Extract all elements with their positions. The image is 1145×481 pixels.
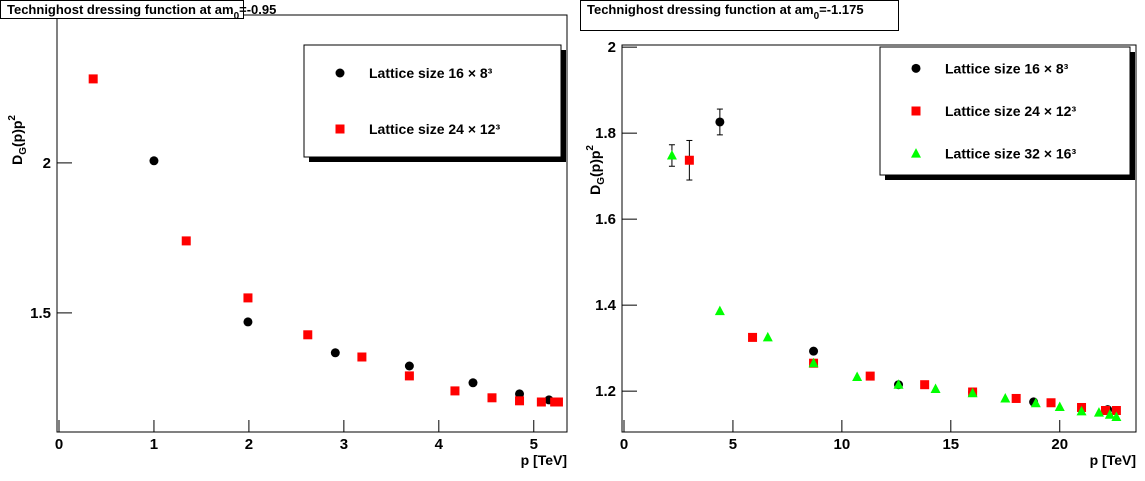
plot-frame: [621, 44, 1137, 433]
point: [335, 68, 345, 78]
point: [181, 236, 191, 246]
point: [1111, 406, 1121, 415]
title-box: [0, 0, 244, 19]
point: [404, 371, 414, 381]
point: [243, 293, 253, 303]
chart-title: Technighost dressing function at am0=-1.…: [587, 2, 864, 22]
point: [920, 380, 930, 390]
point: [1046, 398, 1056, 408]
y-tick-label: 2: [43, 155, 51, 172]
point: [1000, 392, 1011, 403]
y-axis-label-part: D: [587, 185, 603, 195]
point: [911, 106, 921, 116]
point: [1093, 407, 1104, 417]
title-box: [580, 0, 899, 31]
title-subscript: 0: [234, 11, 240, 22]
point: [536, 397, 546, 407]
x-tick-label: 3: [340, 436, 348, 453]
chart: 0 5 10 15 201.21.41.61.82p [TeV]DG(p)p2Techn…: [580, 0, 1137, 468]
point: [930, 383, 941, 393]
legend-label: Lattice size 32 × 16³: [945, 146, 1076, 162]
point: [762, 331, 773, 342]
point: [487, 393, 497, 403]
point: [1100, 406, 1110, 415]
x-tick-label: 0: [55, 436, 63, 453]
point: [88, 74, 98, 84]
point: [1076, 405, 1087, 416]
point: [808, 357, 819, 368]
y-tick-label: 2: [608, 39, 616, 56]
title-text: Technighost dressing function at am: [7, 2, 234, 17]
x-axis-label: p [TeV]: [1090, 452, 1136, 468]
point: [893, 379, 904, 389]
chart-title: Technighost dressing function at am0=-0.…: [7, 2, 276, 22]
point: [1030, 397, 1041, 408]
point: [715, 117, 725, 127]
x-tick-label: 4: [435, 436, 444, 453]
point: [666, 150, 677, 160]
point: [404, 361, 414, 371]
point: [1104, 409, 1115, 419]
point: [149, 156, 159, 166]
legend-label: Lattice size 24 × 12³: [369, 121, 500, 137]
x-tick-label: 10: [834, 436, 851, 453]
x-tick-label: 2: [245, 436, 253, 453]
point: [243, 317, 253, 327]
y-axis-label: DG(p)p2: [585, 145, 607, 195]
y-tick-label: 1.2: [595, 383, 616, 400]
point: [515, 396, 525, 406]
x-tick-label: 15: [942, 436, 959, 453]
point: [450, 386, 460, 396]
point: [303, 330, 313, 340]
legend-box: [879, 46, 1131, 176]
point: [1011, 393, 1021, 403]
point: [748, 332, 758, 342]
point: [1054, 401, 1065, 412]
legend-box: [303, 44, 562, 158]
point: [357, 352, 367, 362]
y-axis-label-part: D: [9, 155, 25, 165]
point: [1111, 411, 1122, 421]
point: [809, 346, 819, 356]
y-tick-label: 1.8: [595, 125, 616, 142]
y-tick-label: 1.4: [595, 297, 617, 314]
title-text: Technighost dressing function at am: [587, 2, 814, 17]
y-axis-label-part: (p)p: [587, 151, 603, 177]
title-end: =-0.95: [239, 2, 276, 17]
point: [911, 148, 921, 158]
point: [468, 378, 478, 388]
point: [967, 387, 978, 398]
point: [330, 348, 340, 358]
legend-label: Lattice size 16 × 8³: [945, 60, 1069, 76]
y-axis-label-part: G: [18, 147, 29, 155]
x-tick-label: 5: [729, 436, 737, 453]
point: [335, 124, 345, 134]
point: [852, 371, 863, 381]
x-tick-label: 1: [150, 436, 158, 453]
y-tick-label: 1.6: [595, 211, 616, 228]
legend-label: Lattice size 16 × 8³: [369, 65, 493, 81]
point: [865, 371, 875, 381]
title-subscript: 0: [814, 11, 820, 22]
title-end: =-1.175: [819, 2, 863, 17]
y-axis-label-part: 2: [585, 145, 596, 151]
y-axis-label-part: (p)p: [9, 121, 25, 147]
y-axis-label-part: G: [596, 177, 607, 185]
y-axis-label: DG(p)p2: [7, 115, 29, 165]
point: [684, 155, 694, 165]
x-tick-label: 0: [620, 436, 628, 453]
point: [515, 389, 525, 399]
x-axis-label: p [TeV]: [521, 452, 567, 468]
x-tick-label: 20: [1051, 436, 1068, 453]
point: [911, 63, 921, 73]
y-tick-label: 1.5: [30, 305, 51, 322]
point: [714, 305, 725, 316]
legend-label: Lattice size 24 × 12³: [945, 103, 1076, 119]
point: [553, 397, 563, 407]
plot-frame: [56, 14, 568, 433]
x-tick-label: 5: [530, 436, 538, 453]
y-axis-label-part: 2: [7, 115, 18, 121]
